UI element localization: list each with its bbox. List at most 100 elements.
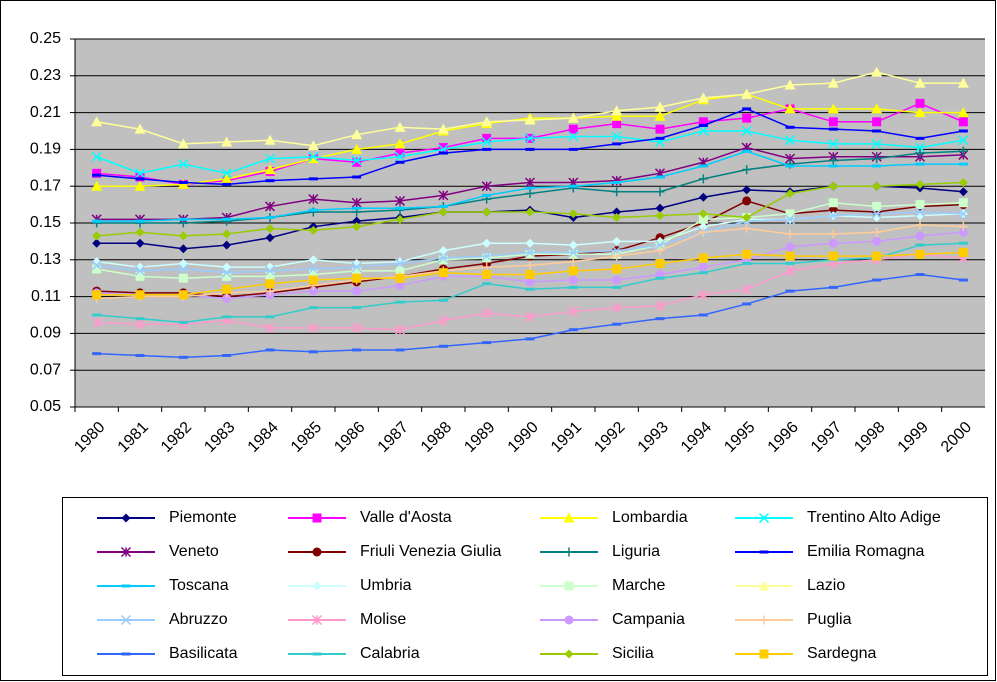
- marker: [178, 231, 188, 241]
- marker: [311, 614, 323, 626]
- marker: [915, 231, 925, 241]
- marker: [785, 125, 795, 129]
- marker: [395, 266, 405, 276]
- marker: [264, 265, 276, 276]
- marker: [741, 88, 753, 99]
- marker: [308, 208, 318, 212]
- marker: [437, 123, 449, 134]
- marker: [827, 103, 839, 114]
- y-tick-label: 0.21: [30, 104, 61, 121]
- marker: [395, 300, 405, 304]
- marker: [568, 306, 579, 317]
- marker: [438, 298, 448, 302]
- marker: [221, 267, 232, 278]
- marker: [915, 200, 925, 210]
- marker: [568, 275, 578, 285]
- marker: [524, 114, 536, 125]
- marker: [871, 138, 882, 149]
- marker: [394, 121, 406, 132]
- marker: [759, 649, 769, 659]
- legend-box: [62, 497, 988, 676]
- marker: [827, 77, 839, 88]
- marker: [135, 290, 145, 300]
- marker: [481, 251, 492, 262]
- marker: [915, 220, 925, 230]
- legend-label: Lazio: [807, 577, 845, 594]
- marker: [742, 107, 752, 111]
- marker: [135, 238, 145, 248]
- marker: [568, 249, 578, 259]
- marker: [828, 285, 838, 289]
- marker: [568, 209, 578, 219]
- marker: [568, 240, 578, 250]
- marker: [697, 92, 709, 103]
- marker: [177, 138, 189, 149]
- marker: [654, 110, 666, 121]
- y-tick-label: 0.09: [30, 325, 61, 342]
- marker: [482, 282, 492, 286]
- marker: [655, 136, 665, 140]
- legend-label: Friuli Venezia Giulia: [360, 543, 502, 560]
- marker: [525, 147, 535, 151]
- marker: [265, 215, 275, 219]
- marker: [482, 147, 492, 151]
- marker: [92, 264, 102, 274]
- marker: [395, 206, 405, 210]
- marker: [91, 260, 102, 271]
- marker: [742, 249, 752, 259]
- y-tick-label: 0.23: [30, 67, 61, 84]
- marker: [395, 148, 405, 158]
- marker: [914, 107, 926, 118]
- marker: [564, 581, 574, 591]
- marker: [785, 242, 795, 252]
- marker: [92, 290, 102, 300]
- y-tick-label: 0.25: [30, 30, 61, 47]
- marker: [742, 113, 752, 123]
- marker: [563, 512, 575, 523]
- marker: [394, 324, 406, 335]
- marker: [134, 319, 146, 330]
- marker: [828, 229, 838, 239]
- marker: [264, 322, 276, 333]
- marker: [957, 107, 969, 118]
- marker: [758, 580, 770, 591]
- marker: [741, 284, 752, 295]
- marker: [698, 271, 708, 275]
- marker: [120, 614, 132, 626]
- marker: [92, 173, 102, 177]
- marker: [351, 155, 362, 166]
- marker: [308, 151, 319, 162]
- marker: [482, 253, 492, 263]
- marker: [178, 263, 189, 275]
- legend-label: Puglia: [807, 611, 852, 628]
- marker: [524, 311, 536, 322]
- y-tick-label: 0.11: [31, 288, 61, 305]
- marker: [308, 255, 318, 265]
- marker: [91, 151, 102, 162]
- legend-label: Basilicata: [169, 645, 238, 662]
- marker: [134, 265, 146, 276]
- marker: [612, 251, 622, 261]
- legend-label: Trentino Alto Adige: [807, 509, 941, 526]
- marker: [221, 168, 232, 179]
- marker: [134, 123, 146, 134]
- marker: [784, 79, 796, 90]
- legend-label: Sicilia: [612, 645, 654, 662]
- marker: [915, 249, 925, 259]
- marker: [308, 275, 318, 285]
- marker: [121, 584, 131, 588]
- marker: [568, 257, 578, 267]
- marker: [915, 273, 925, 277]
- marker: [264, 201, 276, 212]
- marker: [914, 206, 926, 217]
- marker: [264, 134, 276, 145]
- marker: [525, 260, 535, 270]
- marker: [395, 348, 405, 352]
- marker: [655, 258, 665, 268]
- marker: [698, 117, 708, 127]
- marker: [524, 247, 536, 258]
- marker: [958, 247, 968, 257]
- marker: [394, 138, 406, 149]
- marker: [915, 243, 925, 247]
